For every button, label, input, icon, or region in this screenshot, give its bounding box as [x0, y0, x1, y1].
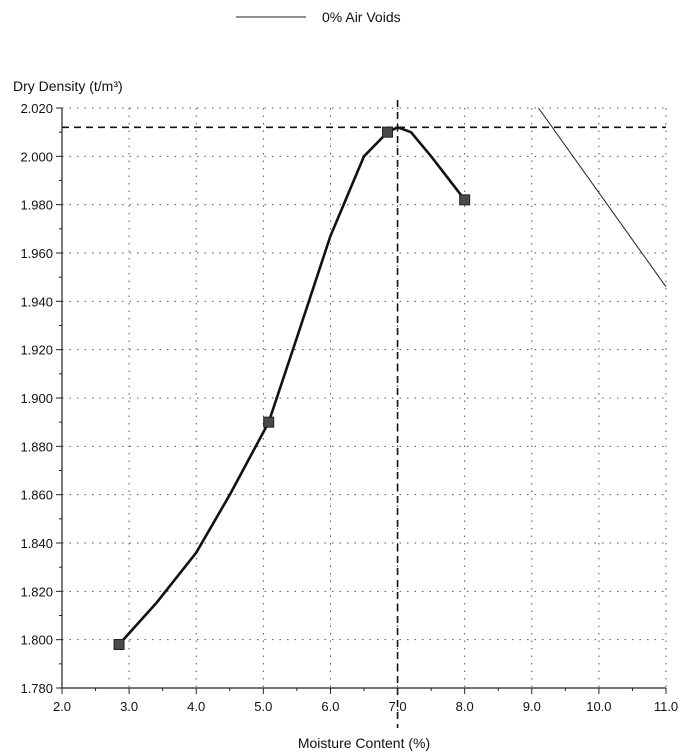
- x-tick-label: 3.0: [120, 699, 138, 714]
- data-point: [113, 639, 125, 650]
- y-tick-label: 1.840: [20, 536, 53, 551]
- data-point: [381, 126, 393, 138]
- air-voids-line: [538, 107, 667, 288]
- gridlines: [62, 107, 667, 688]
- x-tick-label: 8.0: [456, 699, 474, 714]
- legend-label-air-voids: 0% Air Voids: [322, 9, 401, 25]
- compaction-curve: [118, 126, 466, 646]
- y-tick-label: 1.920: [20, 343, 53, 358]
- y-tick-label: 1.880: [20, 439, 53, 454]
- y-tick-label: 1.860: [20, 488, 53, 503]
- series: [113, 107, 667, 650]
- x-tick-label: 11.0: [654, 699, 678, 714]
- data-point: [263, 416, 275, 428]
- legend: 0% Air Voids: [236, 9, 401, 25]
- x-tick-label: 4.0: [187, 699, 205, 714]
- data-point: [459, 194, 471, 206]
- y-axis-label: Dry Density (t/m³): [13, 78, 123, 94]
- y-tick-label: 1.980: [20, 198, 53, 213]
- y-tick-label: 1.940: [20, 294, 53, 309]
- x-tick-label: 9.0: [523, 699, 541, 714]
- x-tick-labels: 2.0 3.0 4.0 5.0 6.0 7.0 8.0 9.0 10.0 11.0: [53, 699, 678, 714]
- y-tick-label: 1.960: [20, 246, 53, 261]
- y-tick-labels: 1.780 1.800 1.820 1.840 1.860 1.880 1.900 1.920…: [20, 101, 53, 696]
- y-tick-label: 1.800: [20, 633, 53, 648]
- x-tick-label: 5.0: [254, 699, 272, 714]
- axes: [56, 107, 667, 694]
- y-tick-label: 2.000: [20, 149, 53, 164]
- x-tick-label: 6.0: [321, 699, 339, 714]
- x-axis-label: Moisture Content (%): [298, 735, 430, 751]
- y-tick-label: 1.900: [20, 391, 53, 406]
- y-tick-label: 2.020: [20, 101, 53, 116]
- y-tick-label: 1.780: [20, 681, 53, 696]
- x-tick-label: 7.0: [389, 699, 407, 714]
- x-tick-label: 10.0: [586, 699, 611, 714]
- y-tick-label: 1.820: [20, 584, 53, 599]
- reference-lines: [62, 100, 666, 728]
- x-tick-label: 2.0: [53, 699, 71, 714]
